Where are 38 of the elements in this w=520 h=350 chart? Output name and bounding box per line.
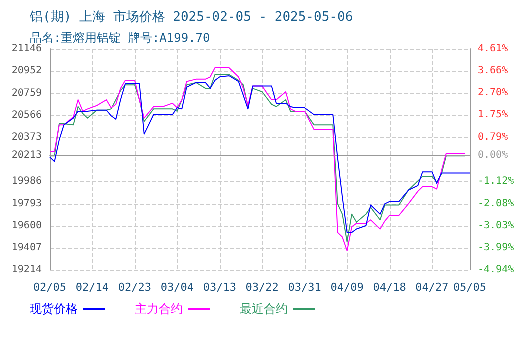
x-tick-label: 02/05 <box>33 281 67 294</box>
y2-tick-label: -3.99% <box>478 242 514 254</box>
x-tick-label: 03/31 <box>288 281 322 294</box>
x-tick-label: 03/04 <box>160 281 194 294</box>
y2-tick-label: 3.66% <box>478 65 508 76</box>
y2-tick-label: 1.75% <box>478 110 508 121</box>
y2-tick-label: 0.00% <box>478 150 508 162</box>
y-tick-label: 20566 <box>12 110 42 121</box>
y-tick-label: 19407 <box>12 242 42 254</box>
x-tick-label: 04/09 <box>330 281 364 294</box>
legend-label: 最近合约 <box>240 302 288 316</box>
y-tick-label: 21146 <box>12 44 42 54</box>
legend-label: 现货价格 <box>30 302 78 316</box>
y2-tick-label: 4.61% <box>478 44 508 54</box>
x-tick-label: 05/05 <box>453 281 487 294</box>
x-tick-label: 02/14 <box>76 281 110 294</box>
x-tick-label: 02/23 <box>118 281 152 294</box>
x-tick-label: 03/13 <box>203 281 236 294</box>
y2-tick-label: -2.08% <box>478 198 514 210</box>
y-tick-label: 19214 <box>12 264 42 276</box>
y2-tick-label: -3.03% <box>478 220 514 232</box>
y-tick-label: 20952 <box>12 66 42 77</box>
x-tick-label: 04/27 <box>416 281 449 294</box>
y2-tick-label: 2.70% <box>478 88 508 99</box>
y-tick-label: 19986 <box>12 176 42 188</box>
y2-tick-label: -1.12% <box>478 176 514 188</box>
y-tick-label: 20759 <box>12 88 42 99</box>
y-tick-label: 19600 <box>12 220 42 232</box>
x-tick-label: 04/18 <box>373 281 406 294</box>
chart-subtitle: 品名:重熔用铝锭 牌号:A199.70 <box>30 31 210 45</box>
y2-tick-label: -4.94% <box>478 264 514 276</box>
legend-label: 主力合约 <box>135 302 183 316</box>
y2-tick-label: 0.79% <box>478 132 508 143</box>
x-tick-label: 03/22 <box>246 281 279 294</box>
chart-title: 铝(期) 上海 市场价格 2025-02-05 - 2025-05-06 <box>29 10 354 25</box>
y-tick-label: 20373 <box>12 132 42 143</box>
y-tick-label: 19793 <box>12 198 42 210</box>
y-tick-label: 20213 <box>12 150 42 162</box>
